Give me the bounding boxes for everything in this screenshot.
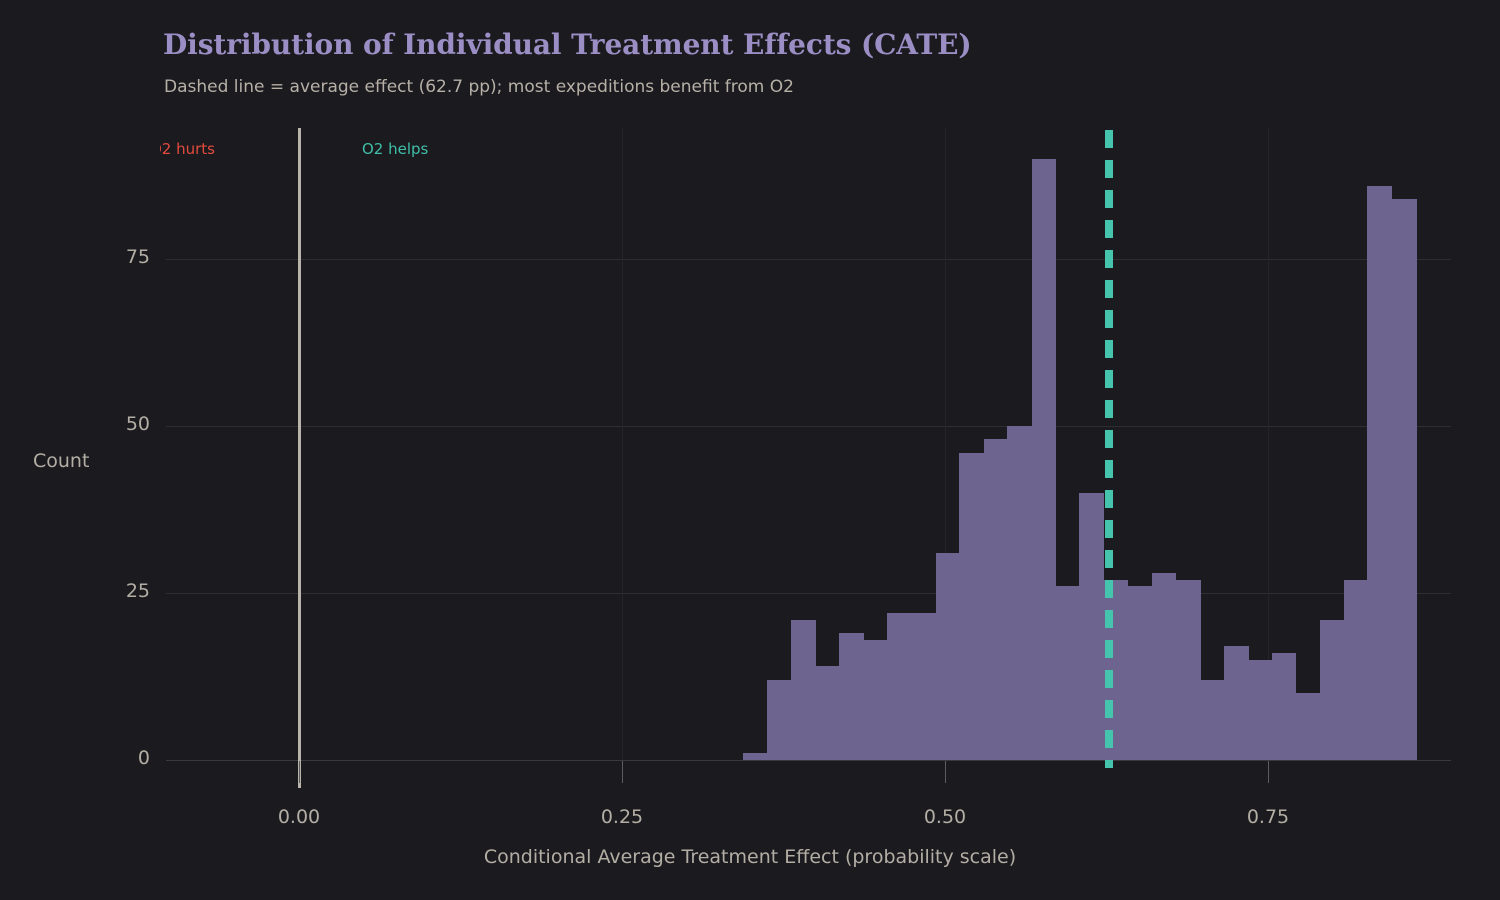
histogram-bar [766,679,792,760]
histogram-bar [863,639,889,760]
histogram-bar [1367,185,1393,760]
y-tick-label: 0 [137,747,150,769]
chart-subtitle: Dashed line = average effect (62.7 pp); … [164,77,794,97]
x-tick-mark [1268,761,1269,783]
y-axis-title: Count [33,450,90,472]
histogram-bar [1271,653,1297,760]
histogram-bar [1079,492,1104,760]
histogram-bar [1392,198,1417,760]
gridline-y-50 [166,426,1451,427]
annotation-o2-helps: O2 helps [362,140,429,158]
histogram-bar [1199,679,1225,760]
y-tick-label: 25 [125,580,150,602]
histogram-bar [1319,619,1345,760]
histogram-bar [1296,693,1321,760]
zero-reference-line [298,128,301,788]
gridline-y-75 [166,259,1451,260]
histogram-bar [1056,586,1081,760]
histogram-bar [1127,586,1152,760]
histogram-bar [886,613,912,760]
y-tick-label: 75 [125,246,150,268]
x-tick-mark [945,761,946,783]
x-tick-label: 0.50 [923,806,967,828]
gridline-y-25 [166,593,1451,594]
histogram-bar [1344,579,1369,760]
page-title: Distribution of Individual Treatment Eff… [163,28,972,61]
x-axis-title: Conditional Average Treatment Effect (pr… [483,846,1017,868]
histogram-bar [911,613,936,760]
histogram-bar [959,452,984,760]
annotation-o2-hurts: O2 hurts [160,140,215,158]
histogram-bar [1007,426,1032,760]
histogram-bar [839,633,864,760]
gridline-x-0.25 [622,128,623,760]
histogram-bar [1247,659,1272,760]
histogram-bar [1151,572,1177,760]
x-tick-mark [299,761,300,783]
x-tick-label: 0.25 [600,806,644,828]
histogram-bar [1031,158,1057,760]
histogram-bar [791,619,816,760]
gridline-x-0.75 [1268,128,1269,760]
x-tick-mark [622,761,623,783]
histogram-bar [1224,646,1249,760]
histogram-bar [935,552,961,760]
x-tick-label: 0.75 [1246,806,1290,828]
histogram-bar [1176,579,1201,760]
histogram-bar [743,753,769,760]
y-tick-label: 50 [125,413,150,435]
mean-effect-dashed-line [1105,130,1113,768]
axis-baseline [166,760,1451,761]
gridline-x-0.5 [945,128,946,760]
x-tick-label: 0.00 [277,806,321,828]
histogram-bar [983,439,1009,760]
histogram-bar [815,666,841,760]
